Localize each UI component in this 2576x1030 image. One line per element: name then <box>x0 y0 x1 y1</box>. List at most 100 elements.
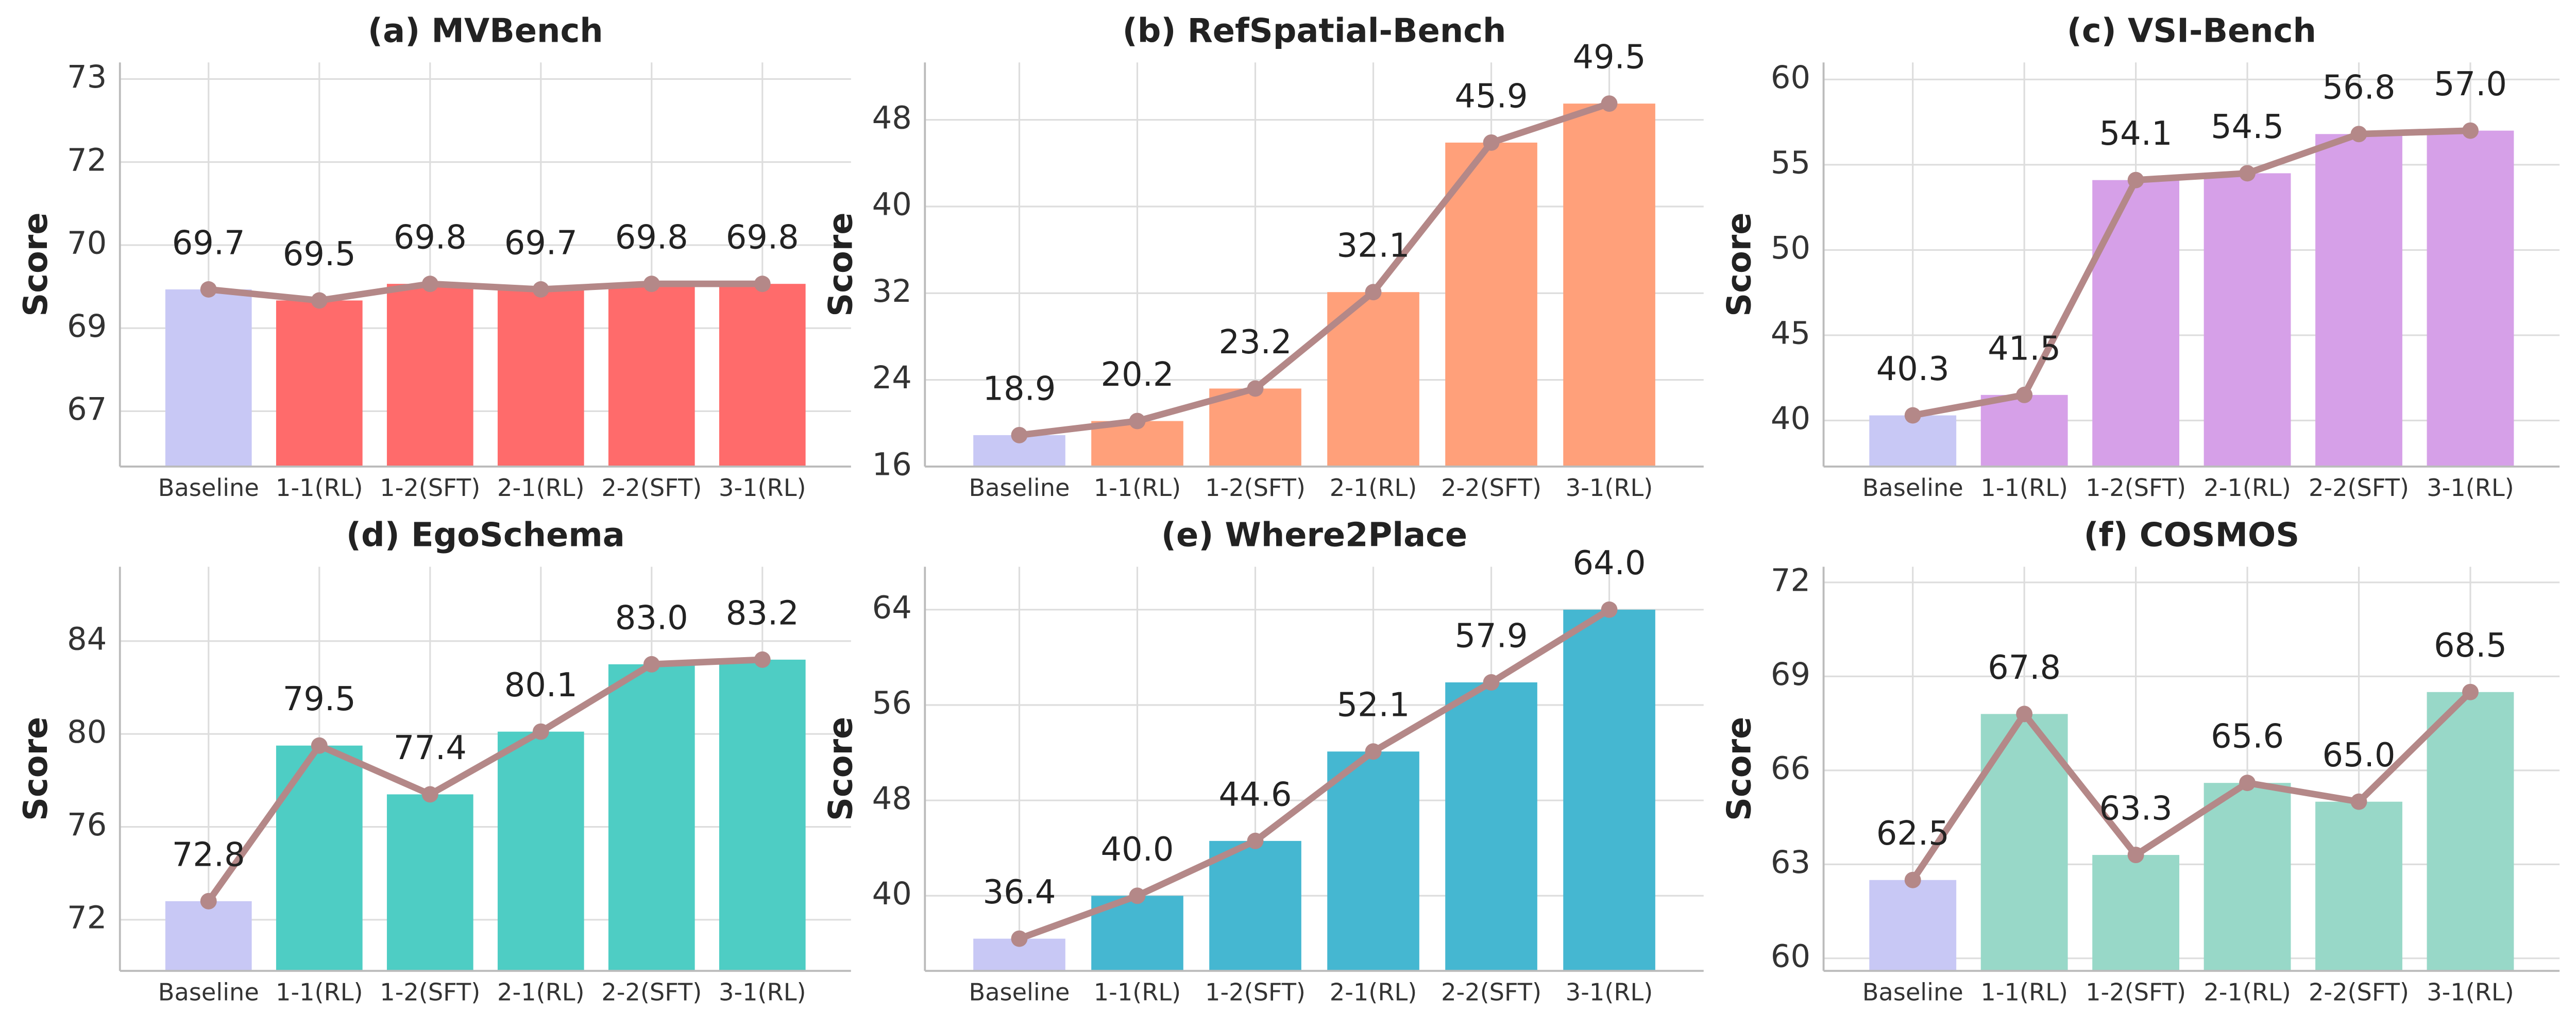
y-tick-label: 70 <box>67 226 107 262</box>
y-tick-label: 40 <box>1771 401 1810 437</box>
point <box>1247 380 1264 397</box>
bar <box>497 289 584 467</box>
x-tick-label: 1-1(RL) <box>1094 978 1181 1006</box>
value-label: 67.8 <box>1988 649 2061 687</box>
point <box>2350 126 2367 143</box>
y-axis-label: Score <box>1721 717 1759 821</box>
y-axis-label: Score <box>822 212 860 316</box>
bar <box>719 284 806 467</box>
point <box>532 281 549 298</box>
point <box>421 786 438 803</box>
point <box>1483 134 1500 151</box>
point <box>2462 122 2479 139</box>
point <box>1365 284 1382 301</box>
x-tick-label: Baseline <box>158 978 259 1006</box>
bar <box>1209 388 1301 467</box>
y-tick-label: 55 <box>1771 145 1810 181</box>
x-tick-label: 2-2(SFT) <box>1441 474 1541 502</box>
x-tick-label: 3-1(RL) <box>2427 474 2514 502</box>
y-tick-label: 50 <box>1771 230 1810 266</box>
value-label: 69.8 <box>394 219 467 257</box>
panel-title: (a) MVBench <box>368 12 603 50</box>
value-label: 44.6 <box>1219 776 1292 814</box>
x-tick-label: 1-1(RL) <box>1980 978 2067 1006</box>
value-label: 72.8 <box>172 836 245 874</box>
x-tick-label: Baseline <box>1862 978 1963 1006</box>
value-label: 54.5 <box>2211 108 2284 146</box>
y-axis-label: Score <box>822 717 860 821</box>
value-label: 56.8 <box>2323 69 2396 107</box>
y-tick-label: 63 <box>1771 845 1810 881</box>
value-label: 69.8 <box>726 219 799 257</box>
y-tick-label: 48 <box>872 100 912 136</box>
x-tick-label: 1-2(SFT) <box>1205 474 1306 502</box>
panel-title: (d) EgoSchema <box>346 517 625 555</box>
point <box>1904 407 1921 424</box>
x-tick-label: 1-2(SFT) <box>1205 978 1306 1006</box>
x-tick-label: 2-1(RL) <box>1330 474 1417 502</box>
trend-line <box>1910 690 2473 882</box>
value-label: 83.2 <box>726 594 799 632</box>
bar <box>1980 394 2068 467</box>
x-tick-label: 3-1(RL) <box>719 474 806 502</box>
x-tick-label: 3-1(RL) <box>719 978 806 1006</box>
bar <box>276 745 363 971</box>
x-tick-label: 2-1(RL) <box>497 978 584 1006</box>
value-label: 63.3 <box>2099 790 2173 828</box>
value-label: 69.8 <box>615 219 688 257</box>
x-tick-label: 2-1(RL) <box>497 474 584 502</box>
y-tick-label: 45 <box>1771 316 1810 352</box>
x-tick-label: 3-1(RL) <box>1566 474 1653 502</box>
panel-title: (f) COSMOS <box>2083 517 2299 555</box>
value-label: 69.5 <box>283 235 356 273</box>
point <box>1365 743 1382 760</box>
point <box>200 892 217 909</box>
point <box>532 723 549 740</box>
bar <box>608 664 695 971</box>
trend-line <box>1018 607 1611 942</box>
x-tick-label: 1-1(RL) <box>276 474 363 502</box>
bar <box>1869 880 1957 971</box>
bar <box>1445 142 1537 467</box>
x-tick-label: 2-2(SFT) <box>2309 474 2409 502</box>
bar <box>165 901 252 971</box>
point <box>1601 601 1618 618</box>
y-tick-label: 76 <box>67 807 107 843</box>
point <box>643 276 660 293</box>
bar <box>1209 840 1301 971</box>
value-label: 68.5 <box>2434 627 2507 665</box>
bar <box>2427 692 2514 971</box>
x-tick-label: 2-2(SFT) <box>1441 978 1541 1006</box>
y-tick-label: 73 <box>67 59 107 95</box>
y-tick-label: 16 <box>872 447 912 483</box>
bar <box>386 794 473 971</box>
point <box>421 276 438 293</box>
value-label: 57.9 <box>1455 617 1528 655</box>
trend-line <box>1019 100 1611 439</box>
bar <box>2092 180 2180 467</box>
bar <box>276 300 363 467</box>
y-tick-label: 40 <box>872 876 912 912</box>
x-tick-label: 2-2(SFT) <box>601 978 702 1006</box>
y-tick-label: 48 <box>872 781 912 817</box>
point <box>200 281 217 298</box>
value-label: 57.0 <box>2434 65 2507 104</box>
bar <box>2315 801 2402 971</box>
bar <box>497 731 584 971</box>
x-tick-label: 1-2(SFT) <box>2086 474 2186 502</box>
x-tick-label: 1-2(SFT) <box>380 978 480 1006</box>
x-tick-label: 3-1(RL) <box>1566 978 1653 1006</box>
y-axis-label: Score <box>1721 212 1759 316</box>
trend-line <box>206 656 763 903</box>
bar <box>1563 609 1655 971</box>
point <box>311 292 328 309</box>
point <box>1601 95 1618 112</box>
x-tick-label: 2-2(SFT) <box>601 474 702 502</box>
point <box>1904 871 1921 888</box>
y-tick-label: 72 <box>67 900 107 936</box>
x-tick-label: 2-1(RL) <box>2204 474 2291 502</box>
point <box>2016 386 2033 403</box>
value-label: 69.7 <box>172 224 245 262</box>
